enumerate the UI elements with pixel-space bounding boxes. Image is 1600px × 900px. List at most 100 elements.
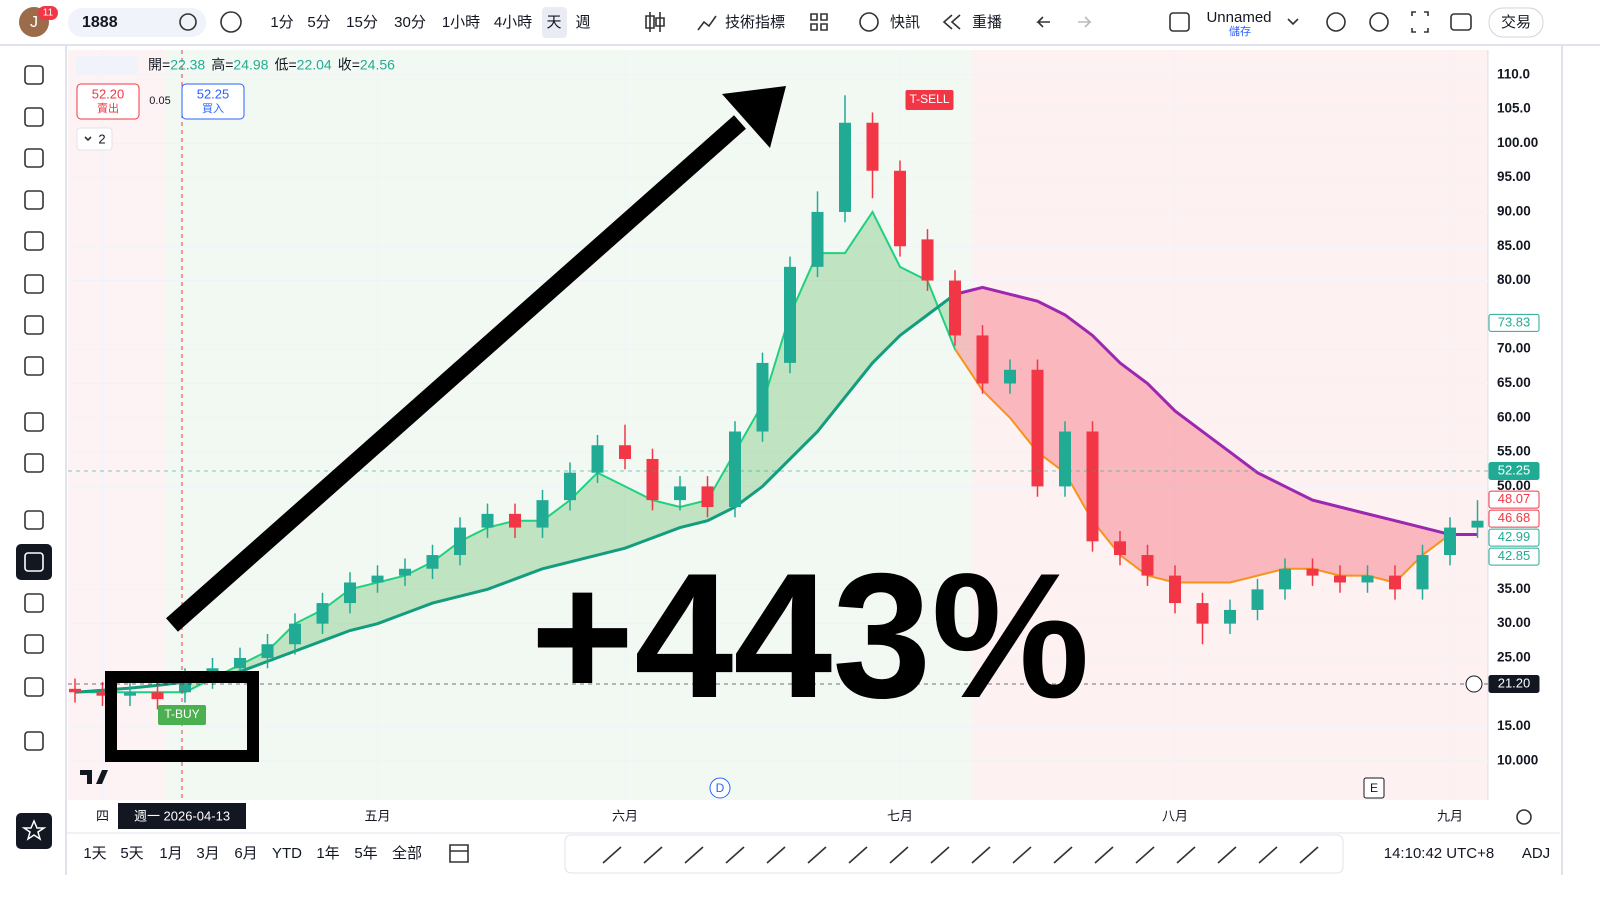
- tool-icon[interactable]: [24, 148, 44, 168]
- interval[interactable]: 30分: [394, 14, 426, 31]
- drawing-toolbar: [564, 834, 1344, 874]
- tool-icon[interactable]: [24, 356, 44, 376]
- favorites-button[interactable]: [16, 813, 52, 849]
- drawing-tool[interactable]: [1258, 846, 1278, 864]
- icon[interactable]: [179, 13, 197, 31]
- buy-button[interactable]: [181, 83, 245, 120]
- drawing-tool[interactable]: [766, 846, 786, 864]
- avatar-initial: J: [30, 14, 38, 31]
- indicators-toggle[interactable]: [76, 127, 113, 151]
- add-icon[interactable]: [220, 11, 242, 33]
- range-button[interactable]: 1天: [83, 845, 106, 862]
- camera-icon[interactable]: [1450, 13, 1472, 31]
- tool-icon[interactable]: [24, 453, 44, 473]
- signal-box: [158, 705, 206, 725]
- tool-icon[interactable]: [24, 412, 44, 432]
- candle-body: [69, 688, 81, 693]
- star: [21, 819, 47, 841]
- drawing-tool[interactable]: [725, 846, 745, 864]
- drawing-tool[interactable]: [1012, 846, 1032, 864]
- interval[interactable]: 1小時: [442, 14, 480, 31]
- tool-icon[interactable]: [24, 274, 44, 294]
- tool-icon[interactable]: [24, 731, 44, 751]
- sell-button[interactable]: [76, 83, 140, 120]
- range-button[interactable]: 全部: [392, 844, 422, 862]
- drawing-tool[interactable]: [1135, 846, 1155, 864]
- drawing-tool[interactable]: [684, 846, 704, 864]
- range-button[interactable]: 1年: [316, 845, 339, 862]
- tool-icon[interactable]: [24, 677, 44, 697]
- replay-button[interactable]: 重播: [972, 14, 1002, 31]
- price-badge: [1488, 509, 1540, 528]
- price-badge: [1488, 490, 1540, 509]
- adjust-button[interactable]: ADJ: [1522, 845, 1550, 862]
- settings-icon[interactable]: [1516, 809, 1532, 825]
- range-button[interactable]: YTD: [272, 845, 302, 862]
- tool-icon[interactable]: [24, 231, 44, 251]
- interval[interactable]: 15分: [346, 14, 378, 31]
- signal-label: T-BUY: [164, 707, 199, 721]
- signal-box: [905, 90, 954, 110]
- replay-icon[interactable]: [942, 14, 961, 30]
- alert-icon[interactable]: [859, 12, 879, 32]
- drawing-tool[interactable]: [1217, 846, 1237, 864]
- interval[interactable]: 週: [575, 14, 590, 31]
- drawing-tool[interactable]: [971, 846, 991, 864]
- tool-icon[interactable]: [24, 107, 44, 127]
- alerts-button[interactable]: 快訊: [890, 14, 920, 31]
- fullscreen-icon[interactable]: [1411, 11, 1429, 33]
- indicator-icon[interactable]: [697, 15, 717, 31]
- search-icon[interactable]: [1326, 12, 1346, 32]
- x-tick-label: 六月: [612, 808, 638, 823]
- interval[interactable]: 1分: [270, 14, 293, 31]
- ohlc-value: 24.98: [233, 57, 268, 73]
- drawing-tool[interactable]: [1053, 846, 1073, 864]
- redo-icon[interactable]: [1078, 16, 1092, 28]
- drawing-tool[interactable]: [643, 846, 663, 864]
- y-tick-label: 105.0: [1497, 101, 1531, 116]
- layout-name[interactable]: Unnamed: [1206, 9, 1271, 26]
- sell-label: 賣出: [97, 101, 119, 115]
- chart-type-icon[interactable]: [645, 12, 665, 32]
- drawing-tool[interactable]: [930, 846, 950, 864]
- drawing-tool[interactable]: [1094, 846, 1114, 864]
- interval[interactable]: 天: [546, 14, 561, 31]
- trade-button[interactable]: [1488, 7, 1544, 38]
- undo-icon[interactable]: [1036, 16, 1050, 28]
- chevron[interactable]: [1287, 18, 1299, 26]
- drawing-tool[interactable]: [1176, 846, 1196, 864]
- y-tick-label: 50.00: [1497, 478, 1531, 493]
- drawing-tool[interactable]: [602, 846, 622, 864]
- settings-icon[interactable]: [1369, 12, 1389, 32]
- range-button[interactable]: 5天: [120, 845, 143, 862]
- drawing-tool[interactable]: [1299, 846, 1319, 864]
- goto-date-icon[interactable]: [449, 844, 469, 863]
- templates-icon[interactable]: [810, 13, 828, 31]
- add-alert[interactable]: [1465, 675, 1483, 693]
- candle-body: [701, 486, 714, 507]
- tool-icon[interactable]: [24, 190, 44, 210]
- range-button[interactable]: 6月: [234, 845, 257, 862]
- ohlc-value: 24.56: [360, 57, 395, 73]
- tool-icon[interactable]: [24, 634, 44, 654]
- range-button[interactable]: 3月: [196, 845, 219, 862]
- layout-icon[interactable]: [1169, 12, 1190, 32]
- range-button[interactable]: 5年: [354, 845, 377, 862]
- drawing-tool[interactable]: [889, 846, 909, 864]
- interval[interactable]: 4小時: [494, 14, 532, 31]
- symbol-search[interactable]: [68, 8, 206, 37]
- y-tick-label: 10.000: [1497, 752, 1538, 767]
- tool-icon[interactable]: [24, 593, 44, 613]
- tool-icon[interactable]: [24, 315, 44, 335]
- tool-icon[interactable]: [24, 510, 44, 530]
- drawing-tool[interactable]: [807, 846, 827, 864]
- drawing-tool[interactable]: [848, 846, 868, 864]
- candle-body: [124, 692, 136, 696]
- interval[interactable]: 5分: [307, 14, 330, 31]
- tool-icon[interactable]: [24, 65, 44, 85]
- x-tick-label: 七月: [887, 808, 913, 823]
- indicators-button[interactable]: 技術指標: [725, 14, 785, 31]
- tool-icon[interactable]: [24, 552, 44, 572]
- range-button[interactable]: 1月: [159, 845, 182, 862]
